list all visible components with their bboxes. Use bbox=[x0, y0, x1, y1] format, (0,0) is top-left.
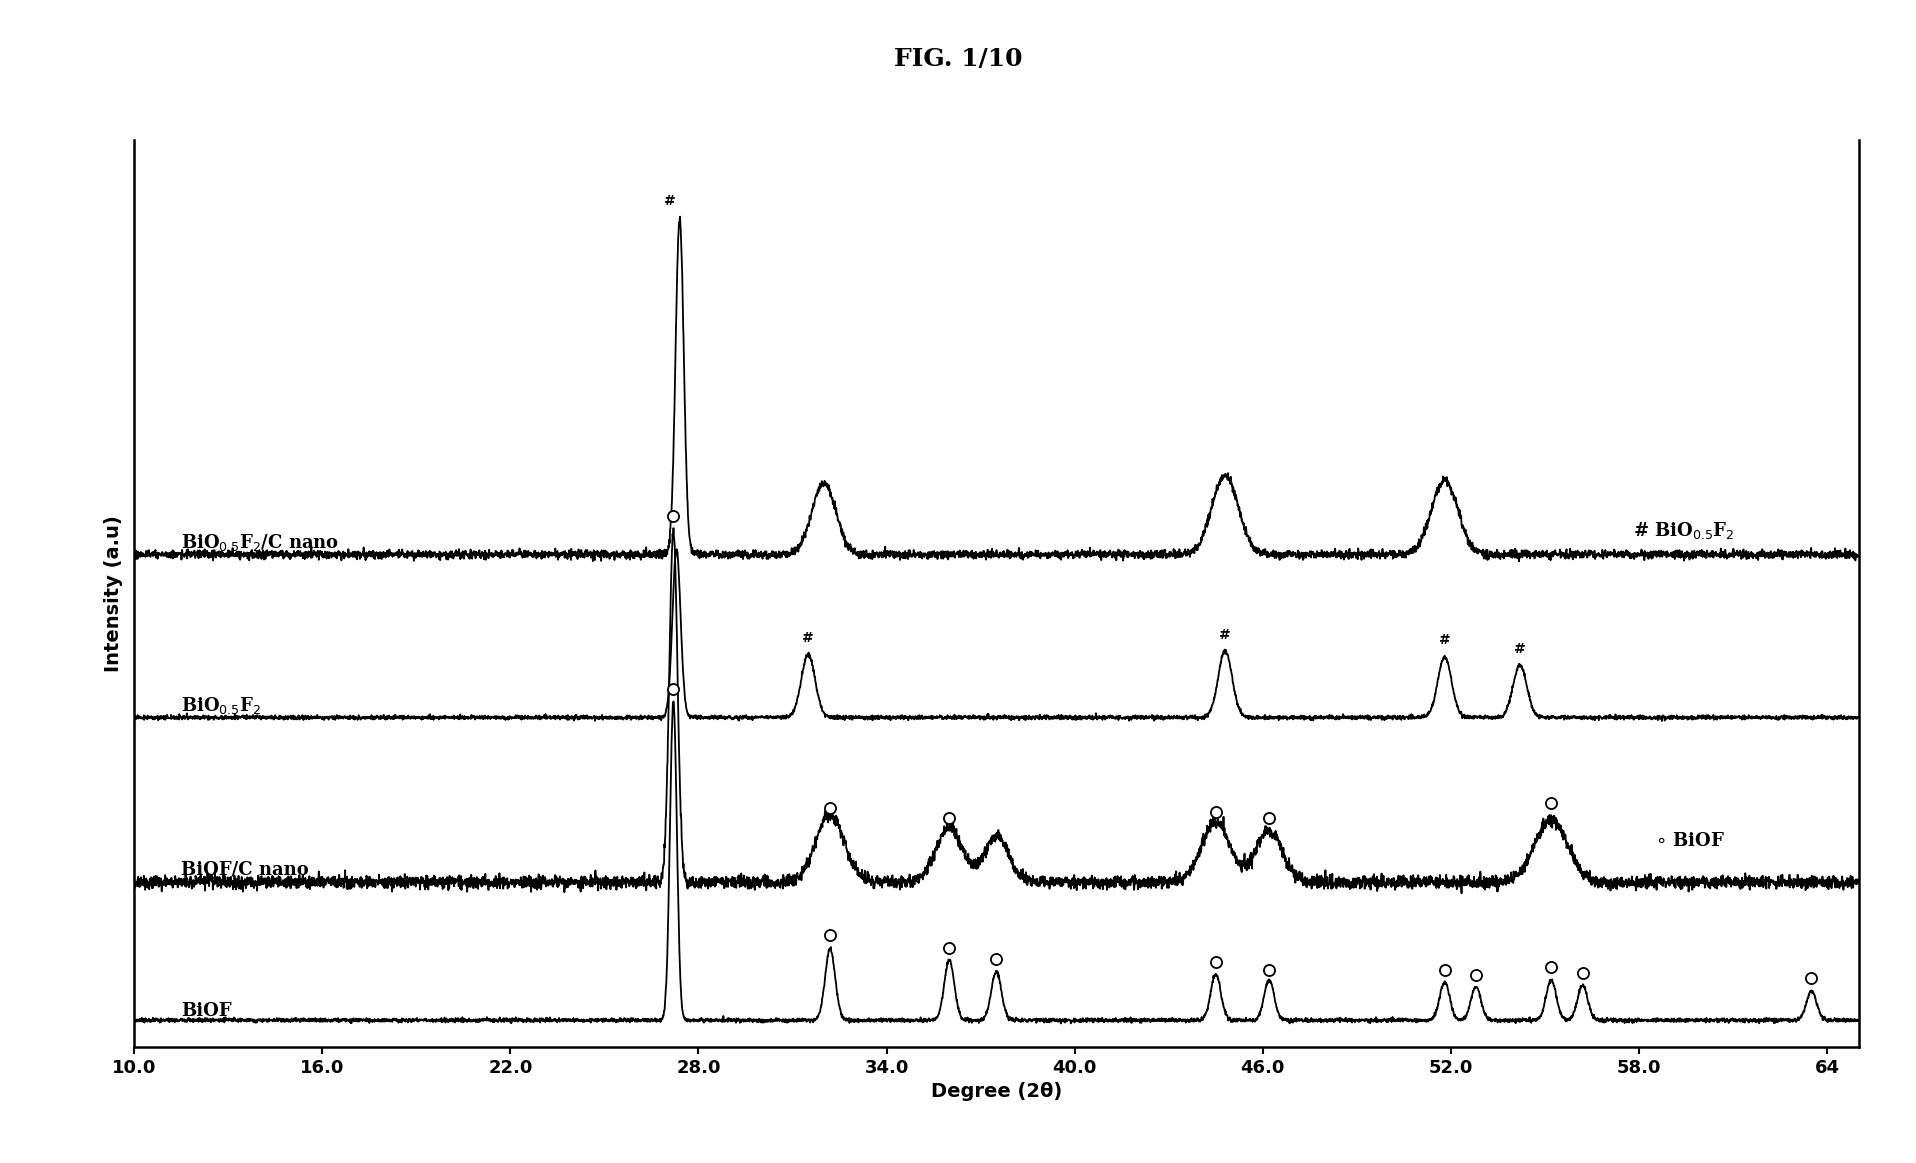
Text: BiO$_{0.5}$F$_2$: BiO$_{0.5}$F$_2$ bbox=[182, 694, 261, 715]
Text: $\circ$ BiOF: $\circ$ BiOF bbox=[1655, 832, 1724, 850]
Text: #: # bbox=[1439, 634, 1450, 648]
Text: BiOF: BiOF bbox=[182, 1001, 232, 1020]
Text: #: # bbox=[1514, 642, 1525, 656]
Text: # BiO$_{0.5}$F$_2$: # BiO$_{0.5}$F$_2$ bbox=[1632, 520, 1734, 541]
Text: FIG. 1/10: FIG. 1/10 bbox=[893, 47, 1023, 71]
X-axis label: Degree (2θ): Degree (2θ) bbox=[931, 1082, 1061, 1101]
Text: #: # bbox=[803, 632, 814, 645]
Text: BiO$_{0.5}$F$_2$/C nano: BiO$_{0.5}$F$_2$/C nano bbox=[182, 531, 339, 552]
Text: #: # bbox=[1219, 628, 1232, 642]
Y-axis label: Intensity (a.u): Intensity (a.u) bbox=[103, 515, 123, 671]
Text: #: # bbox=[665, 194, 676, 208]
Text: BiOF/C nano: BiOF/C nano bbox=[182, 861, 308, 879]
